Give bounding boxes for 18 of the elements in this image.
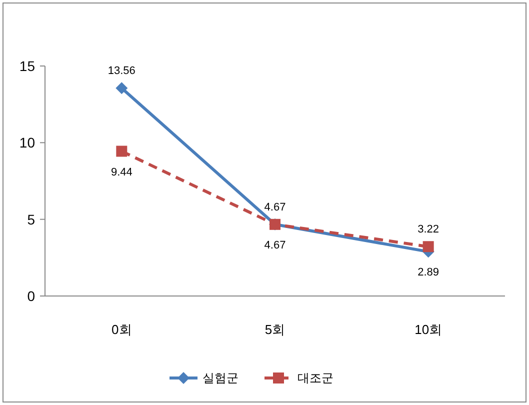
point: [116, 146, 128, 157]
data-label: 4.67: [264, 239, 286, 252]
data-label: 4.67: [264, 201, 286, 214]
data-label: 2.89: [418, 266, 440, 279]
point: [422, 241, 434, 252]
point: [116, 82, 128, 94]
y-tick-label: 10: [19, 134, 36, 151]
legend-label: 실험군: [202, 371, 238, 385]
x-tick-label: 10회: [414, 322, 442, 337]
y-tick-label: 15: [19, 58, 36, 74]
y-tick-label: 5: [27, 211, 36, 228]
x-tick-label: 5회: [264, 322, 286, 337]
data-label: 3.22: [418, 224, 440, 236]
y-tick-label: 0: [27, 288, 36, 304]
x-tick-label: 0회: [112, 322, 132, 337]
legend-label: 대조군: [298, 371, 334, 385]
data-label: 9.44: [110, 166, 132, 178]
data-label: 13.56: [108, 65, 136, 78]
